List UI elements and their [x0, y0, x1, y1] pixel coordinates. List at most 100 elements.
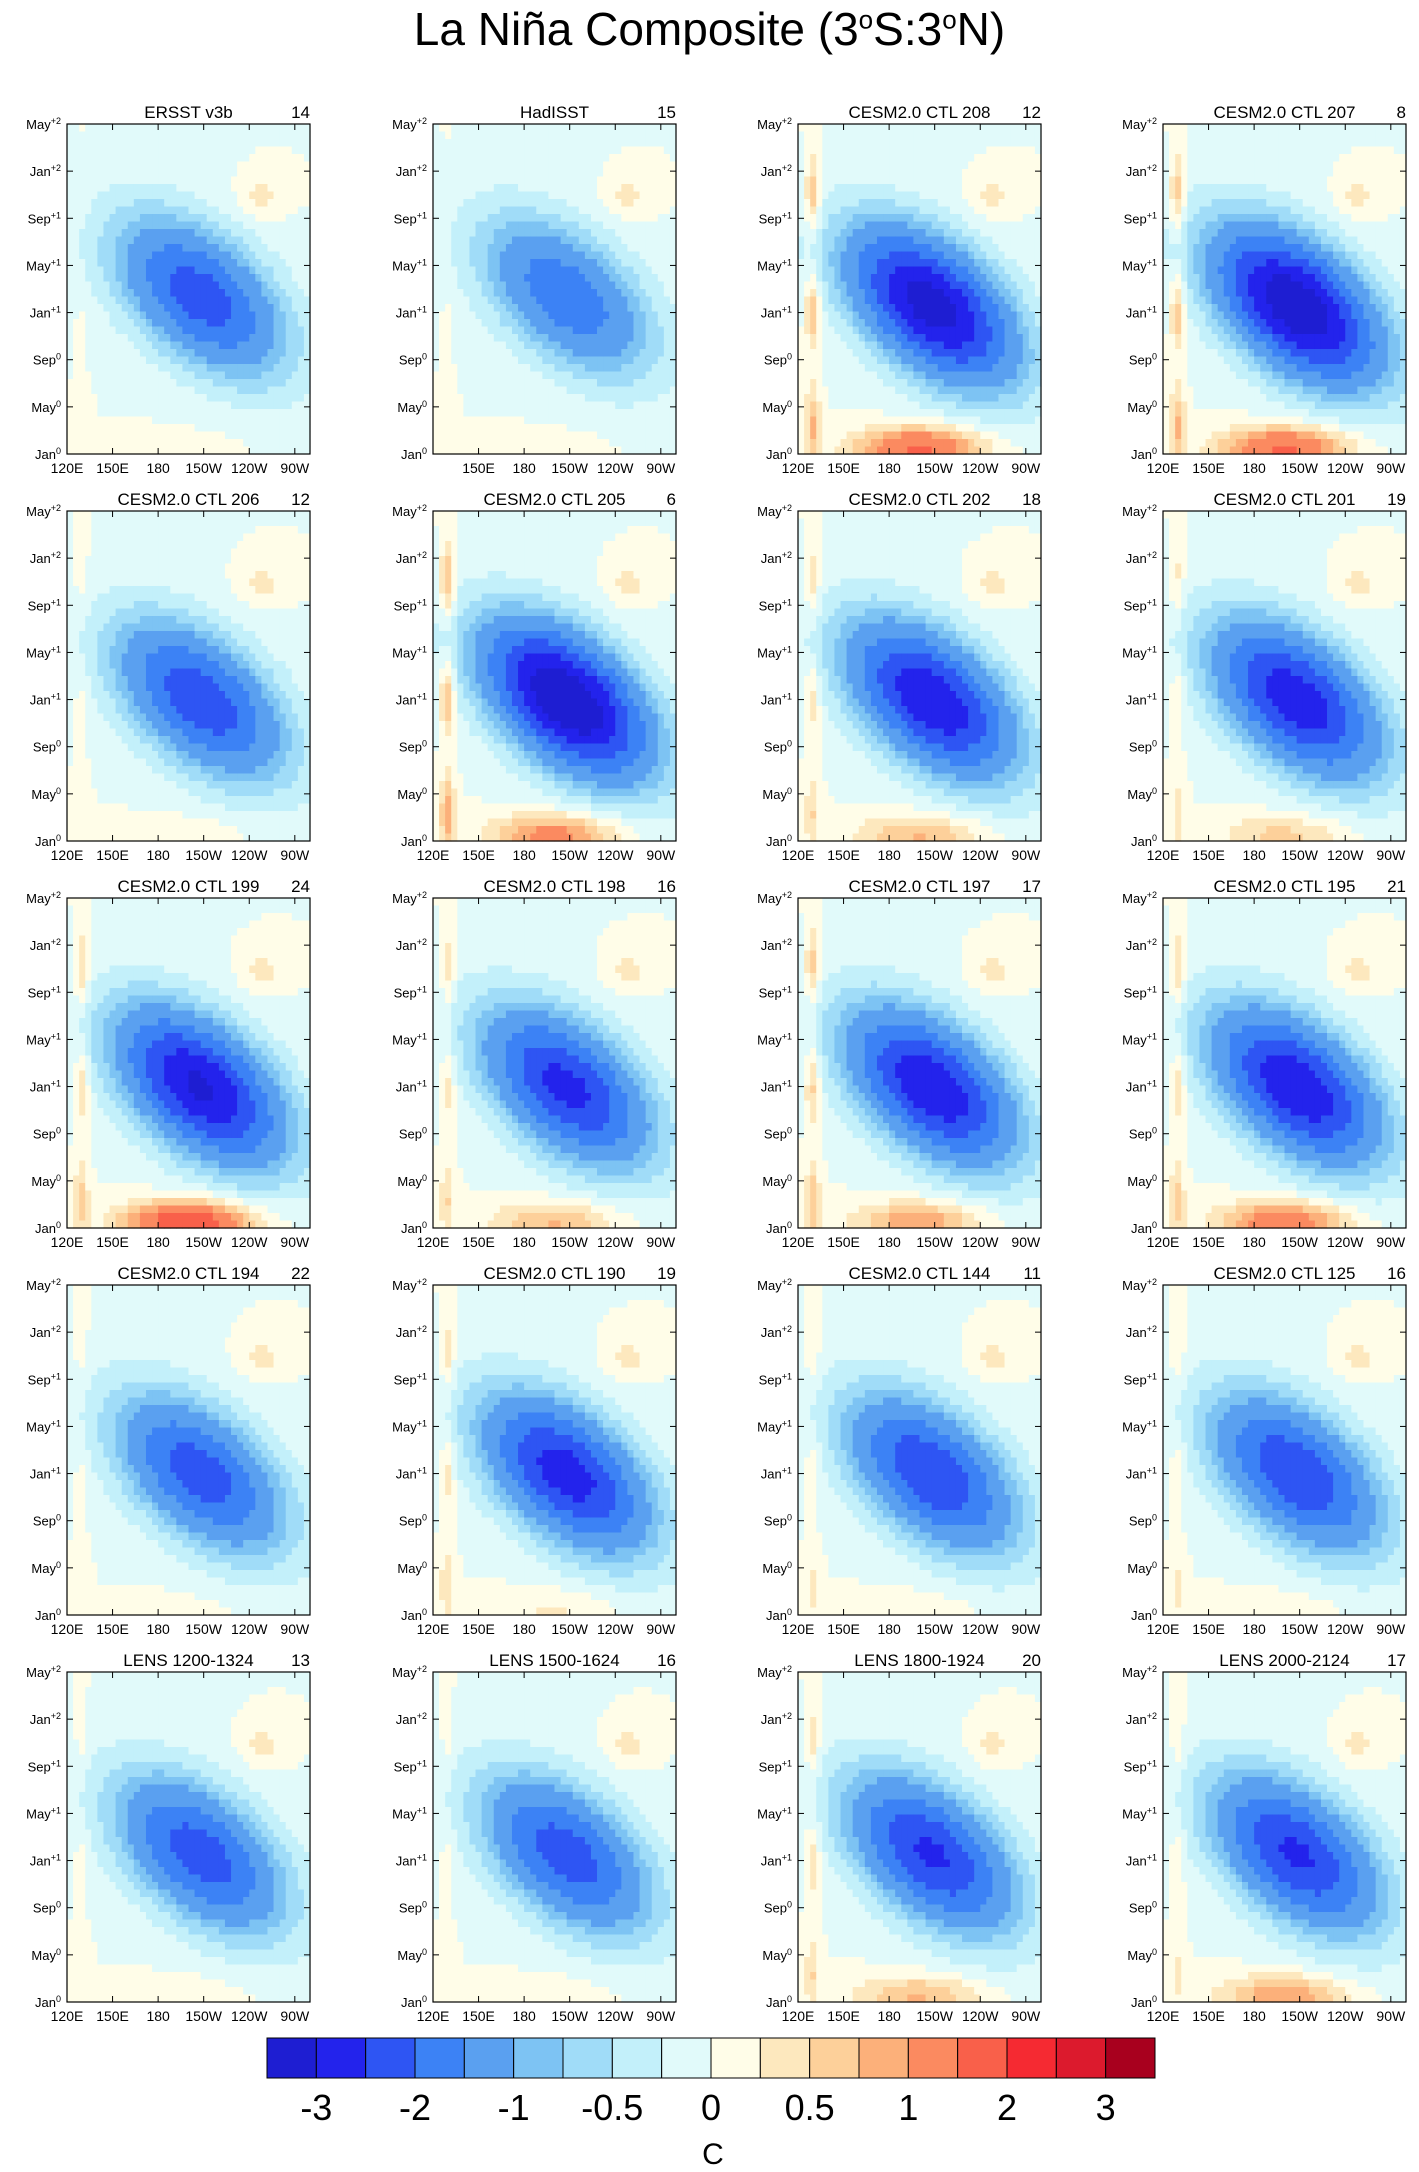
heat-cell	[901, 132, 908, 140]
heat-cell	[116, 199, 123, 207]
heat-cell	[633, 289, 640, 297]
heat-cell	[974, 334, 981, 342]
heat-cell	[658, 252, 665, 260]
heat-cell	[895, 312, 902, 320]
heat-cell	[298, 342, 305, 350]
heat-cell	[841, 259, 848, 267]
heat-cell	[286, 334, 293, 342]
heat-cell	[920, 237, 927, 245]
heat-cell	[877, 274, 884, 282]
heat-cell	[652, 304, 659, 312]
heat-cell	[274, 357, 281, 365]
heat-cell	[621, 424, 628, 432]
heat-cell	[469, 417, 476, 425]
heat-cell	[962, 289, 969, 297]
heat-cell	[469, 274, 476, 282]
heat-cell	[932, 237, 939, 245]
heat-cell	[85, 229, 92, 237]
heat-cell	[980, 222, 987, 230]
heat-cell	[134, 297, 141, 305]
heat-cell	[189, 282, 196, 290]
heat-cell	[292, 372, 299, 380]
heat-cell	[877, 319, 884, 327]
heat-cell	[633, 327, 640, 335]
heat-cell	[286, 357, 293, 365]
heat-cell	[158, 327, 165, 335]
heat-cell	[500, 342, 507, 350]
heat-cell	[176, 222, 183, 230]
heat-cell	[158, 402, 165, 410]
heat-cell	[451, 424, 458, 432]
heat-cell	[877, 132, 884, 140]
heat-cell	[907, 334, 914, 342]
heat-cell	[585, 357, 592, 365]
heat-cell	[640, 304, 647, 312]
heat-cell	[494, 342, 501, 350]
heat-cell	[579, 259, 586, 267]
heat-cell	[621, 447, 628, 455]
heat-cell	[640, 199, 647, 207]
heat-cell	[280, 334, 287, 342]
heat-cell	[85, 379, 92, 387]
heat-cell	[146, 379, 153, 387]
heat-cell	[579, 214, 586, 222]
heat-cell	[627, 237, 634, 245]
heat-cell	[140, 357, 147, 365]
heat-cell	[609, 162, 616, 170]
heat-cell	[476, 237, 483, 245]
heat-cell	[974, 267, 981, 275]
heat-cell	[536, 379, 543, 387]
heat-cell	[494, 147, 501, 155]
heat-cell	[85, 432, 92, 440]
heat-cell	[103, 192, 110, 200]
heat-cell	[883, 162, 890, 170]
heat-cell	[573, 177, 580, 185]
heat-cell	[500, 409, 507, 417]
heat-cell	[164, 132, 171, 140]
heat-cell	[506, 162, 513, 170]
heat-cell	[231, 244, 238, 252]
heat-cell	[122, 357, 129, 365]
heat-cell	[998, 244, 1005, 252]
heat-cell	[67, 162, 74, 170]
heat-cell	[488, 177, 495, 185]
heat-cell	[944, 327, 951, 335]
heat-cell	[913, 132, 920, 140]
heat-cell	[883, 237, 890, 245]
heat-cell	[950, 282, 957, 290]
heat-cell	[103, 282, 110, 290]
heat-cell	[597, 147, 604, 155]
heat-cell	[633, 417, 640, 425]
heat-cell	[146, 147, 153, 155]
heat-cell	[530, 372, 537, 380]
heat-cell	[567, 162, 574, 170]
heat-cell	[907, 147, 914, 155]
y-tick-label: Jan0	[401, 446, 427, 462]
heat-cell	[195, 409, 202, 417]
heat-cell	[938, 372, 945, 380]
heat-cell	[567, 237, 574, 245]
heat-cell	[530, 394, 537, 402]
heat-cell	[267, 387, 274, 395]
heat-cell	[871, 237, 878, 245]
heat-cell	[457, 282, 464, 290]
heat-cell	[213, 259, 220, 267]
heat-cell	[871, 364, 878, 372]
heat-cell	[463, 132, 470, 140]
heat-cell	[207, 439, 214, 447]
heat-cell	[853, 282, 860, 290]
heat-cell	[170, 154, 177, 162]
heat-cell	[451, 124, 458, 132]
heat-cell	[267, 349, 274, 357]
heat-cell	[231, 162, 238, 170]
heat-cell	[950, 229, 957, 237]
heat-cell	[201, 417, 208, 425]
heat-cell	[573, 447, 580, 455]
heat-cell	[225, 432, 232, 440]
heat-cell	[164, 274, 171, 282]
heat-cell	[865, 259, 872, 267]
heat-cell	[237, 259, 244, 267]
heat-cell	[243, 147, 250, 155]
heat-cell	[255, 409, 262, 417]
heat-cell	[476, 267, 483, 275]
